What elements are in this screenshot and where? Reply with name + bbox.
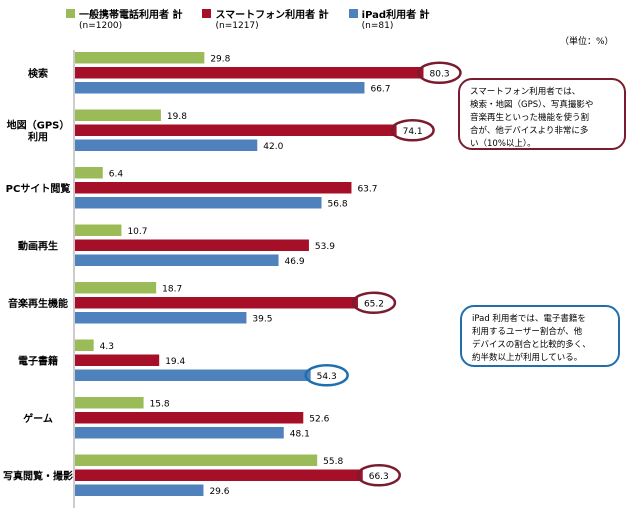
note-ipad-line: iPad 利用者では、電子書籍を xyxy=(472,314,586,324)
highlight-ellipse xyxy=(304,364,349,387)
note-smartphone-line: スマートフォン利用者では、 xyxy=(470,87,581,97)
unit-label: （単位：%） xyxy=(560,37,614,47)
note-smartphone-line: 検索・地図（GPS）、写真撮影や xyxy=(470,100,594,110)
note-smartphone-line: 音楽再生といった機能を使う割 xyxy=(470,113,590,123)
legend-label-feature-phone: 一般携帯電話利用者 計 xyxy=(79,10,183,21)
highlight-ellipse xyxy=(417,61,462,84)
legend: 一般携帯電話利用者 計 (n=1200) スマートフォン利用者 計 (n=121… xyxy=(66,6,450,31)
category-label: ゲーム xyxy=(23,412,53,425)
value-label-smartphone: 74.1 xyxy=(403,127,423,137)
note-ipad: iPad 利用者では、電子書籍を 利用するユーザー割合が、他 デバイスの割合と比… xyxy=(460,305,620,367)
category-label: 電子書籍 xyxy=(18,354,58,367)
highlight-ellipse xyxy=(390,119,435,142)
highlight-ellipse xyxy=(351,291,397,314)
value-label-smartphone: 19.4 xyxy=(165,357,185,367)
note-ipad-line: デバイスの割合と比較的多く、 xyxy=(472,340,591,350)
bar-feature-phone xyxy=(75,167,103,179)
value-label-smartphone: 66.3 xyxy=(369,472,389,482)
value-label-ipad: 66.7 xyxy=(370,85,390,95)
bar-feature-phone xyxy=(75,397,144,409)
value-label-smartphone: 52.6 xyxy=(309,415,329,425)
legend-swatch-feature-phone xyxy=(66,9,75,18)
category-label: 動画再生 xyxy=(18,239,58,252)
highlight-ellipse xyxy=(356,464,401,487)
bar-ipad xyxy=(75,254,279,266)
legend-item-smartphone: スマートフォン利用者 計 (n=1217) xyxy=(202,6,329,31)
legend-n-feature-phone: (n=1200) xyxy=(79,21,123,31)
bar-smartphone xyxy=(75,124,397,136)
value-label-smartphone: 80.3 xyxy=(430,70,450,80)
value-label-smartphone: 53.9 xyxy=(315,242,335,252)
bar-smartphone xyxy=(75,412,304,424)
value-label-ipad: 54.3 xyxy=(317,372,337,382)
category-label: PCサイト閲覧 xyxy=(6,182,71,195)
value-label-feature-phone: 18.7 xyxy=(162,285,182,295)
bar-ipad xyxy=(75,369,311,381)
value-label-feature-phone: 29.8 xyxy=(210,55,230,65)
legend-item-ipad: iPad利用者 計 (n=81) xyxy=(348,6,430,31)
bar-ipad xyxy=(75,197,322,209)
value-label-ipad: 48.1 xyxy=(290,430,310,440)
bar-feature-phone xyxy=(75,52,205,64)
bar-feature-phone xyxy=(75,109,161,121)
legend-label-ipad: iPad利用者 計 xyxy=(361,10,430,21)
bar-smartphone xyxy=(75,67,424,79)
note-ipad-line: 利用するユーザー割合が、他 xyxy=(472,327,583,337)
note-smartphone: スマートフォン利用者では、 検索・地図（GPS）、写真撮影や 音楽再生といった機… xyxy=(458,78,626,150)
legend-item-feature-phone: 一般携帯電話利用者 計 (n=1200) xyxy=(66,6,182,31)
bar-smartphone xyxy=(75,239,309,251)
bar-feature-phone xyxy=(75,282,157,294)
legend-n-smartphone: (n=1217) xyxy=(215,21,259,31)
value-label-feature-phone: 6.4 xyxy=(109,170,124,180)
bar-ipad xyxy=(75,427,284,439)
legend-swatch-smartphone xyxy=(202,9,212,18)
value-label-smartphone: 65.2 xyxy=(364,300,384,310)
value-label-ipad: 29.6 xyxy=(209,487,229,497)
legend-label-smartphone: スマートフォン利用者 計 xyxy=(215,10,329,21)
value-label-ipad: 42.0 xyxy=(263,142,283,152)
category-label: 地図（GPS）利用 xyxy=(7,118,70,143)
bar-smartphone xyxy=(75,297,358,309)
category-label: 音楽再生機能 xyxy=(8,297,68,310)
note-ipad-line: 約半数以上が利用している。 xyxy=(472,353,583,363)
bar-ipad xyxy=(75,139,258,151)
value-label-smartphone: 63.7 xyxy=(357,185,377,195)
value-label-feature-phone: 10.7 xyxy=(127,227,147,237)
bar-ipad xyxy=(75,312,247,324)
category-label: 検索 xyxy=(28,67,48,80)
bar-ipad xyxy=(75,484,204,496)
bar-feature-phone xyxy=(75,454,318,466)
value-label-feature-phone: 19.8 xyxy=(167,112,187,122)
value-label-ipad: 46.9 xyxy=(285,257,305,267)
legend-n-ipad: (n=81) xyxy=(361,21,394,31)
bar-smartphone xyxy=(75,469,363,481)
bar-ipad xyxy=(75,82,365,94)
value-label-feature-phone: 15.8 xyxy=(150,400,170,410)
note-smartphone-line: い（10%以上）。 xyxy=(470,139,536,149)
note-smartphone-line: 合が、他デバイスより非常に多 xyxy=(470,126,589,136)
bar-smartphone xyxy=(75,354,160,366)
value-label-ipad: 39.5 xyxy=(252,315,272,325)
bar-smartphone xyxy=(75,182,352,194)
legend-swatch-ipad xyxy=(348,9,358,18)
bar-feature-phone xyxy=(75,224,122,236)
category-label: 写真閲覧・撮影 xyxy=(3,469,73,482)
value-label-ipad: 56.8 xyxy=(328,200,348,210)
value-label-feature-phone: 4.3 xyxy=(100,342,114,352)
bar-feature-phone xyxy=(75,339,94,351)
value-label-feature-phone: 55.8 xyxy=(323,457,343,467)
